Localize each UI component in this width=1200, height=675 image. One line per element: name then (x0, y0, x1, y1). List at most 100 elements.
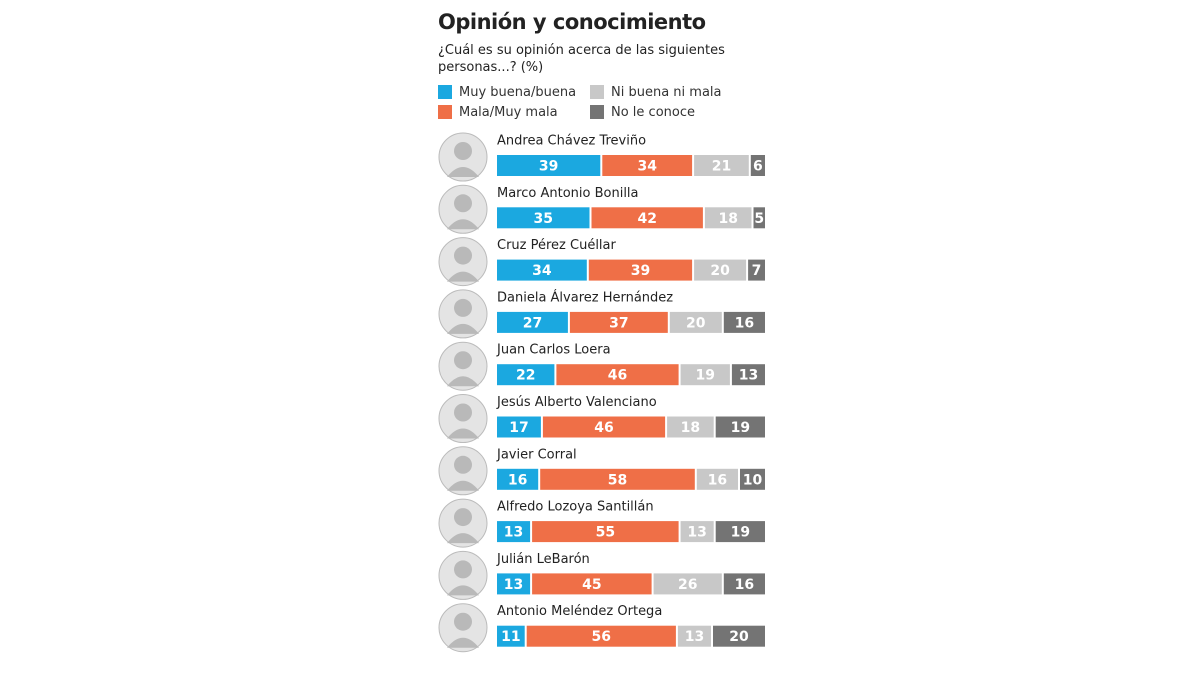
legend-label: Ni buena ni mala (611, 84, 722, 100)
bar-segment (532, 521, 679, 543)
legend-swatch (590, 105, 604, 119)
bar-segment (750, 155, 765, 176)
bar-segment (653, 573, 722, 595)
avatar-body (447, 167, 479, 177)
avatar-head (454, 560, 472, 579)
avatar-body (447, 219, 479, 230)
bar-segment (497, 155, 601, 176)
bar-segment (680, 521, 714, 543)
bar-segment (497, 259, 587, 281)
bar-segment (497, 521, 531, 543)
legend: Muy buena/buena Mala/Muy mala Ni buena ni … (438, 82, 730, 122)
data-label: 13 (739, 368, 758, 384)
bar-segment (602, 155, 693, 176)
chart-subtitle: ¿Cuál es su opinión acerca de las siguie… (438, 43, 725, 75)
avatar-head (454, 298, 472, 317)
data-label: 18 (718, 211, 737, 227)
bar-segment (497, 416, 541, 438)
bar-segment (680, 364, 730, 386)
avatar-body (447, 533, 479, 544)
bar-segment (715, 416, 765, 438)
category-label: Andrea Chávez Treviño (497, 134, 646, 149)
bar-segment (497, 625, 525, 647)
bar-segment (542, 416, 666, 438)
bar-segment (532, 573, 652, 595)
bar-segment (497, 364, 555, 386)
bar-segment (696, 468, 738, 490)
avatar-body (447, 585, 479, 596)
bar-segment (556, 364, 679, 386)
category-label: Javier Corral (496, 447, 577, 462)
category-label: Antonio Meléndez Ortega (497, 604, 662, 619)
bar-segment (591, 207, 703, 229)
data-label: 10 (743, 472, 763, 488)
category-label: Marco Antonio Bonilla (497, 186, 639, 201)
avatar-head (454, 246, 472, 265)
bar-segment (569, 311, 668, 333)
data-label: 7 (752, 263, 762, 279)
bar-segment (748, 259, 765, 281)
bar-segment (715, 521, 765, 543)
data-label: 46 (594, 420, 613, 436)
bar-segment (497, 207, 590, 229)
data-label: 39 (539, 159, 558, 175)
data-label: 11 (501, 629, 520, 645)
bar-segment (526, 625, 676, 647)
legend-item: Ni buena ni mala (590, 82, 730, 102)
bar-segment (731, 364, 765, 386)
data-label: 20 (710, 263, 730, 279)
data-label: 13 (504, 577, 523, 593)
data-label: 45 (582, 577, 601, 593)
avatar-body (447, 271, 479, 282)
data-label: 20 (686, 315, 706, 331)
avatar-body (447, 480, 479, 491)
avatar-body (447, 428, 479, 439)
avatar-head (454, 142, 472, 160)
data-label: 5 (754, 211, 764, 227)
data-label: 13 (504, 525, 523, 541)
data-label: 19 (731, 420, 750, 436)
data-label: 18 (681, 420, 700, 436)
bar-segment (669, 311, 722, 333)
bar-segment (694, 155, 749, 176)
data-label: 16 (735, 315, 754, 331)
legend-label: No le conoce (611, 104, 695, 120)
data-label: 16 (735, 577, 754, 593)
data-label: 55 (596, 525, 615, 541)
data-label: 13 (685, 629, 704, 645)
category-label: Cruz Pérez Cuéllar (497, 238, 617, 253)
data-label: 56 (592, 629, 611, 645)
legend-swatch (590, 85, 604, 99)
bar-segment (497, 573, 531, 595)
avatar-body (447, 376, 479, 387)
data-label: 19 (731, 525, 750, 541)
data-label: 17 (509, 420, 528, 436)
category-label: Jesús Alberto Valenciano (496, 395, 657, 410)
bar-segment (694, 259, 747, 281)
data-label: 16 (508, 472, 527, 488)
avatar-head (454, 194, 472, 213)
legend-swatch (438, 85, 452, 99)
data-label: 20 (729, 629, 749, 645)
data-label: 16 (708, 472, 727, 488)
legend-label: Mala/Muy mala (459, 104, 558, 120)
data-label: 13 (687, 525, 706, 541)
avatar-head (454, 508, 472, 527)
bar-segment (588, 259, 693, 281)
data-label: 34 (637, 159, 657, 175)
data-label: 19 (696, 368, 715, 384)
data-label: 34 (532, 263, 552, 279)
chart-title: Opinión y conocimiento (438, 10, 706, 34)
avatar-head (454, 351, 472, 370)
avatar-body (447, 323, 479, 334)
bar-segment (677, 625, 711, 647)
legend-item: Mala/Muy mala (438, 102, 590, 122)
bar-segment (713, 625, 765, 647)
bar-segment (497, 311, 568, 333)
data-label: 27 (523, 315, 542, 331)
legend-item: No le conoce (590, 102, 730, 122)
category-label: Daniela Álvarez Hernández (497, 289, 673, 305)
bar-segment (497, 468, 539, 490)
